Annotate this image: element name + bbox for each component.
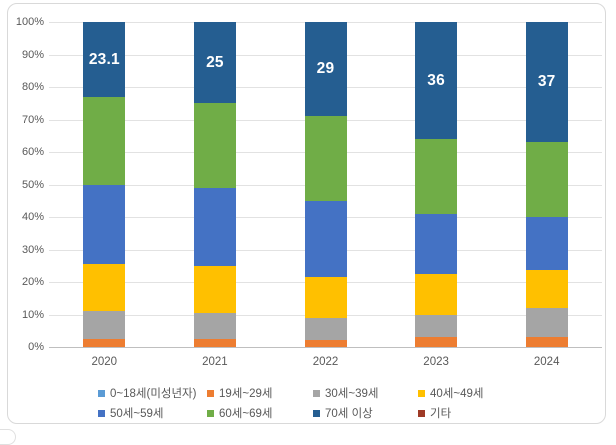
data-label: 36 [427, 71, 445, 89]
bar-segment: 25 [193, 22, 236, 104]
bar-segment [415, 139, 458, 214]
bar-segment [193, 265, 236, 313]
bar-segment [525, 337, 568, 347]
y-tick-label: 100% [15, 16, 44, 28]
bar-segment [304, 200, 347, 278]
data-label: 23.1 [88, 50, 120, 68]
x-tick-label: 2021 [202, 356, 228, 368]
bar-segment: 23.1 [83, 22, 126, 98]
x-tick-label: 2023 [423, 356, 449, 368]
y-tick-label: 30% [21, 243, 44, 256]
bar-segment [525, 217, 568, 270]
legend-label: 0~18세(미성년자) [110, 388, 197, 400]
bar-segment [83, 311, 126, 340]
plot-area: 23.1 25 29 36 37 [49, 22, 602, 348]
y-tick-label: 40% [21, 211, 44, 223]
bar-segment [415, 337, 458, 347]
bar-2022: 29 [304, 22, 347, 347]
legend-item: 40세~49세 [418, 383, 483, 403]
legend-marker-icon [313, 389, 320, 397]
y-tick-label: 50% [21, 178, 44, 191]
y-tick-label: 10% [21, 308, 44, 321]
x-axis-line [49, 347, 602, 348]
legend-label: 70세 이상 [325, 408, 373, 420]
data-label: 29 [316, 60, 335, 78]
bar-segment: 29 [304, 22, 347, 117]
y-tick-label: 60% [21, 146, 44, 158]
legend-marker-icon [98, 389, 105, 397]
bar-2020: 23.1 [83, 22, 126, 347]
x-tick-label: 2022 [312, 356, 339, 368]
legend-marker-icon [418, 389, 425, 397]
legend-label: 기타 [430, 408, 452, 420]
bar-segment [193, 187, 236, 266]
legend-marker-icon [98, 409, 105, 417]
y-tick-label: 20% [21, 276, 44, 288]
x-axis: 2020 2021 2022 2023 2024 [49, 356, 602, 372]
bar-segment: 37 [525, 22, 568, 143]
y-tick-label: 90% [21, 48, 44, 61]
legend-label: 30세~39세 [325, 388, 379, 400]
data-label: 25 [206, 53, 224, 71]
legend-marker-icon [418, 409, 425, 417]
x-tick-label: 2024 [533, 356, 560, 368]
legend-marker-icon [207, 409, 214, 417]
y-tick-label: 70% [21, 113, 44, 126]
data-label: 37 [537, 73, 556, 91]
legend-label: 50세~59세 [110, 408, 164, 420]
bar-segment [83, 264, 126, 312]
x-tick-label: 2020 [91, 356, 118, 368]
y-axis: 0% 10% 20% 30% 40% 50% 60% 70% 80% 90% 100% [8, 16, 44, 353]
legend-item: 70세 이상 [313, 403, 418, 423]
bar-segment [525, 142, 568, 218]
legend-item: 60세~69세 [207, 403, 313, 423]
bar-segment [193, 338, 236, 347]
bar-segment [415, 213, 458, 274]
legend-item: 30세~39세 [313, 383, 418, 403]
legend-marker-icon [207, 389, 214, 397]
bar-2023: 36 [415, 22, 458, 347]
bar-segment [193, 103, 236, 188]
bar-2024: 37 [525, 22, 568, 347]
cropped-element-artifact [0, 429, 16, 445]
y-tick-label: 0% [28, 341, 44, 353]
bar-segment [304, 116, 347, 201]
legend-item: 기타 [418, 403, 483, 423]
legend-label: 40세~49세 [430, 388, 484, 400]
y-tick-label: 80% [21, 81, 44, 93]
bar-segment [415, 273, 458, 315]
bar-segment [304, 317, 347, 340]
legend-item: 0~18세(미성년자) [98, 383, 207, 403]
bar-segment: 36 [415, 22, 458, 139]
bar-segment [193, 312, 236, 339]
chart-card: 23.1 25 29 36 37 0% 10% 20% 30% 40% 50% 60% 70% 80% 9… [7, 3, 606, 424]
legend-item: 19세~29세 [207, 383, 313, 403]
legend-label: 60세~69세 [219, 408, 273, 420]
legend: 0~18세(미성년자) 19세~29세 30세~39세 40세~49세 50세~59세 6… [98, 383, 483, 423]
legend-item: 50세~59세 [98, 403, 207, 423]
bar-segment [83, 184, 126, 265]
bar-segment [83, 97, 126, 185]
bar-segment [304, 277, 347, 318]
legend-marker-icon [313, 409, 320, 417]
bar-segment [304, 339, 347, 347]
bar-segment [415, 314, 458, 338]
bar-2021: 25 [193, 22, 236, 347]
bar-segment [525, 308, 568, 338]
bar-segment [525, 269, 568, 308]
legend-label: 19세~29세 [219, 388, 273, 400]
bar-segment [83, 339, 126, 347]
